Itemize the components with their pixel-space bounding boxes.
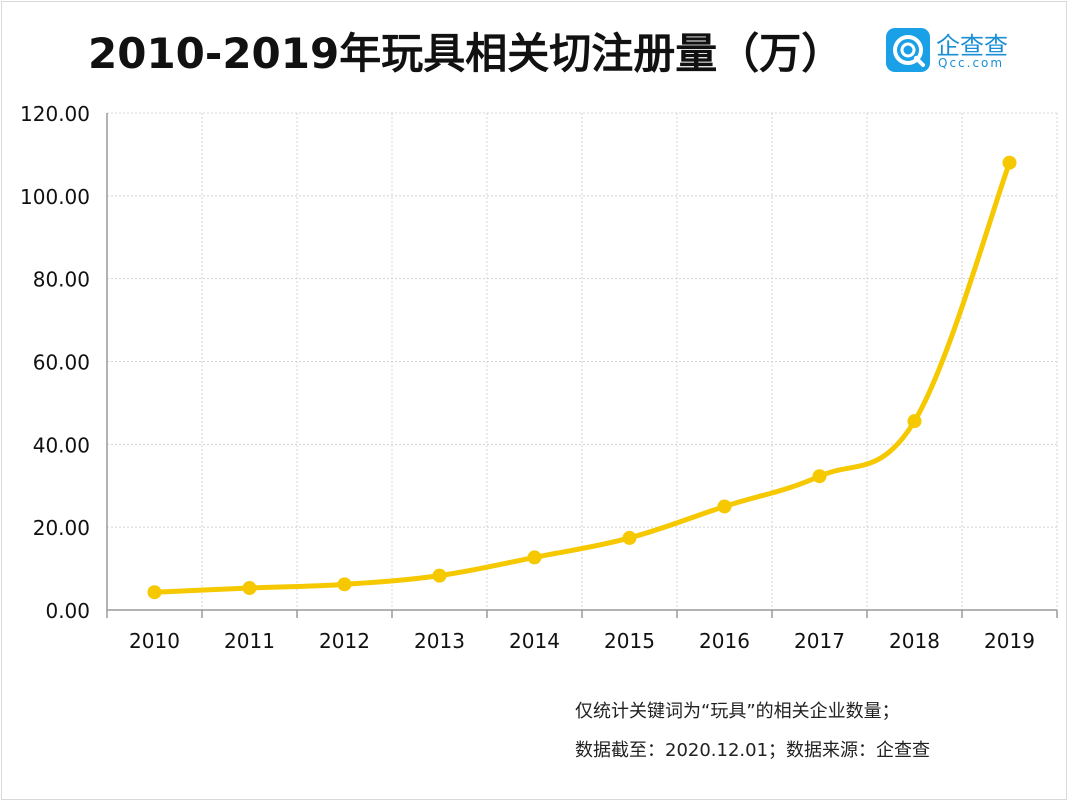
x-tick-label: 2018 <box>889 629 940 653</box>
x-tick-label: 2013 <box>414 629 465 653</box>
axes <box>106 113 1058 618</box>
chart-title: 2010-2019年玩具相关切注册量（万） <box>88 29 844 78</box>
x-tick-label: 2011 <box>224 629 275 653</box>
x-tick-label: 2010 <box>129 629 180 653</box>
data-point <box>527 550 542 565</box>
y-tick-label: 20.00 <box>33 516 90 540</box>
data-point <box>812 469 827 484</box>
qcc-logo-domain: Qcc.com <box>938 56 1005 70</box>
x-tick-label: 2017 <box>794 629 845 653</box>
y-tick-label: 60.00 <box>33 351 90 375</box>
y-tick-label: 0.00 <box>45 599 90 623</box>
note-scope: 仅统计关键词为“玩具”的相关企业数量； <box>575 701 900 722</box>
y-tick-labels: 0.00 20.00 40.00 60.00 80.00 100.00 120.00 <box>20 102 90 623</box>
x-tick-label: 2015 <box>604 629 655 653</box>
qcc-logo: 企查查 Qcc.com <box>886 28 1016 74</box>
x-tick-label: 2014 <box>509 629 560 653</box>
y-tick-label: 80.00 <box>33 268 90 292</box>
grid-lines <box>107 112 1058 610</box>
y-tick-label: 40.00 <box>33 433 90 457</box>
data-point <box>1002 155 1017 170</box>
x-tick-labels: 2010 2011 2012 2013 2014 2015 2016 2017 2018 2019 <box>129 629 1035 653</box>
qcc-logo-icon <box>886 28 930 72</box>
x-tick-label: 2016 <box>699 629 750 653</box>
y-tick-label: 120.00 <box>20 102 90 126</box>
data-point <box>242 581 257 596</box>
y-tick-label: 100.00 <box>20 185 90 209</box>
qcc-logo-name: 企查查 <box>936 32 1008 60</box>
data-point <box>432 568 447 583</box>
data-point <box>147 585 162 600</box>
data-point <box>622 530 637 545</box>
note-source: 数据截至：2020.12.01；数据来源：企查查 <box>575 740 931 761</box>
data-point <box>907 414 922 429</box>
data-point <box>717 499 732 514</box>
data-point <box>337 577 352 592</box>
x-tick-label: 2019 <box>984 629 1035 653</box>
x-tick-label: 2012 <box>319 629 370 653</box>
data-points <box>147 155 1017 600</box>
